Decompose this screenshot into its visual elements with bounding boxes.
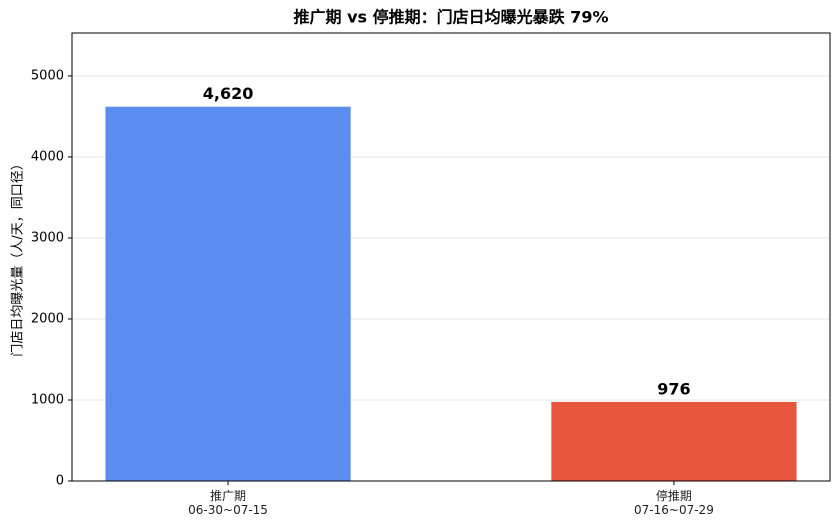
y-tick-label: 4000	[31, 149, 64, 164]
value-label: 4,620	[203, 84, 254, 103]
bar	[551, 401, 797, 481]
y-tick-label: 5000	[31, 68, 64, 83]
y-tick-label: 2000	[31, 311, 64, 326]
y-tick-label: 3000	[31, 230, 64, 245]
bar	[105, 106, 351, 481]
value-label: 976	[657, 379, 690, 398]
plot-frame	[71, 32, 831, 482]
y-tick-label: 1000	[31, 392, 64, 407]
chart-title: 推广期 vs 停推期：门店日均曝光暴跌 79%	[294, 8, 609, 27]
x-tick-label: 推广期 06-30~07-15	[188, 489, 268, 517]
x-tick-label: 停推期 07-16~07-29	[634, 489, 714, 517]
y-tick-label: 0	[56, 474, 64, 489]
y-axis-label: 门店日均曝光量（人/天，同口径）	[11, 157, 26, 356]
